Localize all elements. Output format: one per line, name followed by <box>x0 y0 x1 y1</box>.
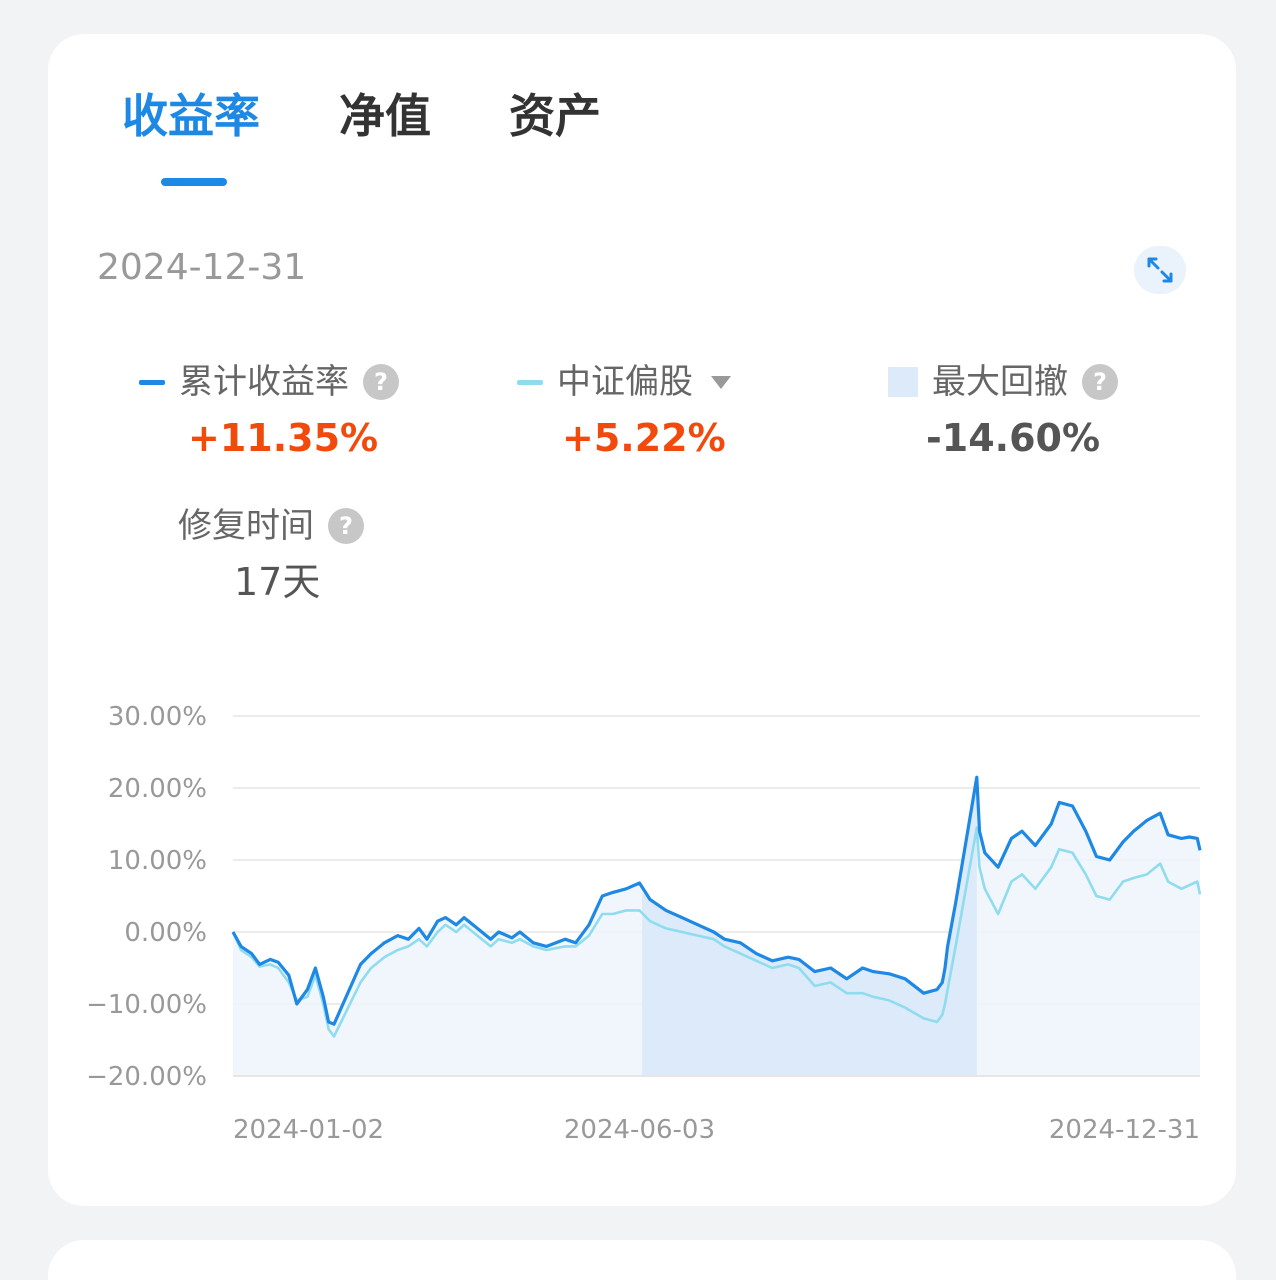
max-drawdown-swatch <box>888 367 918 397</box>
legend-max-drawdown: 最大回撤 ? <box>888 360 1118 404</box>
cumulative-return-swatch <box>139 379 165 385</box>
caret-down-icon[interactable] <box>711 375 731 389</box>
benchmark-line <box>231 826 1202 1038</box>
y-tick-label: −20.00% <box>86 1062 207 1092</box>
cumulative-return-value: +11.35% <box>188 416 379 460</box>
question-icon[interactable]: ? <box>1082 364 1118 400</box>
tab-nav[interactable]: 净值 <box>339 89 431 143</box>
return-chart[interactable]: 30.00% 20.00% 10.00% 0.00% −10.00% −20.00% 202… <box>0 0 1276 1249</box>
cumulative-return-line <box>231 775 1202 1026</box>
y-tick-label: 10.00% <box>108 846 207 876</box>
x-tick-label: 2024-12-31 <box>1049 1115 1200 1145</box>
recovery-time-value: 17天 <box>234 560 321 604</box>
question-icon[interactable]: ? <box>328 508 364 544</box>
benchmark-value: +5.22% <box>562 416 726 460</box>
legend-recovery-time: 修复时间 ? <box>178 504 364 548</box>
legend-cumulative-return: 累计收益率 ? <box>139 360 399 404</box>
tab-return-rate[interactable]: 收益率 <box>122 89 260 143</box>
y-tick-label: 0.00% <box>124 918 207 948</box>
x-tick-label: 2024-01-02 <box>233 1115 384 1145</box>
expand-chart-button[interactable] <box>1134 246 1186 294</box>
benchmark-label: 中证偏股 <box>557 362 693 402</box>
max-drawdown-label: 最大回撤 <box>932 362 1068 402</box>
as-of-date: 2024-12-31 <box>97 247 307 288</box>
expand-arrows-icon <box>1147 257 1173 283</box>
legend-benchmark[interactable]: 中证偏股 <box>517 360 731 404</box>
y-tick-label: −10.00% <box>86 990 207 1020</box>
tab-assets[interactable]: 资产 <box>509 89 601 143</box>
max-drawdown-value: -14.60% <box>926 416 1101 460</box>
recovery-time-label: 修复时间 <box>178 506 314 546</box>
y-tick-label: 30.00% <box>108 702 207 732</box>
active-tab-indicator <box>161 178 227 186</box>
max-drawdown-region <box>642 777 977 1076</box>
y-tick-label: 20.00% <box>108 774 207 804</box>
cumulative-return-label: 累计收益率 <box>179 362 349 402</box>
benchmark-swatch <box>517 379 543 385</box>
x-tick-label: 2024-06-03 <box>564 1115 715 1145</box>
question-icon[interactable]: ? <box>363 364 399 400</box>
